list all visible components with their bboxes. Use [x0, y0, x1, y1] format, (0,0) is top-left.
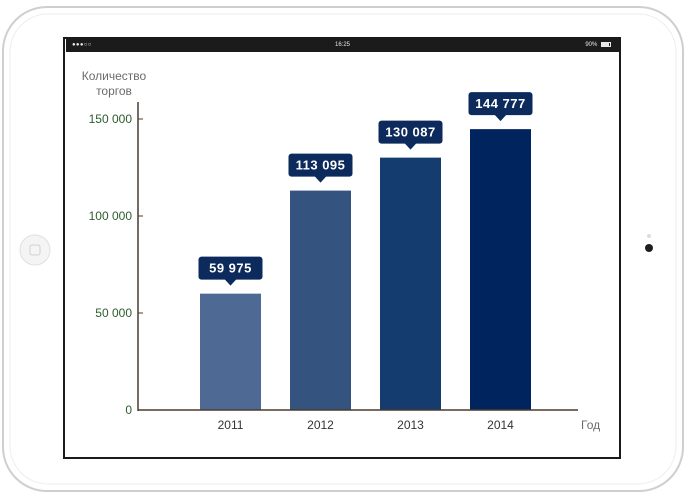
status-time: 16:25 [334, 42, 350, 48]
value-callout-pointer [494, 114, 507, 122]
bars [200, 129, 531, 410]
status-bar: ●●●○○ 16:25 90% [66, 39, 619, 52]
x-axis-ticks: 2011 2012 2013 2014 [218, 418, 515, 432]
x-tick-label: 2014 [487, 418, 514, 432]
data-label: 113 095 [296, 158, 346, 173]
y-tick-label: 0 [125, 403, 132, 417]
x-tick-label: 2011 [218, 418, 244, 432]
bar [380, 157, 441, 410]
y-axis-label-line: торгов [96, 84, 132, 98]
value-callout: 130 087 [378, 120, 443, 150]
data-label: 144 777 [475, 96, 526, 111]
bar [470, 129, 531, 410]
battery-status: 90% [585, 42, 611, 48]
data-labels: 59 975 113 095 130 087 144 777 [198, 92, 533, 286]
value-callout: 144 777 [468, 92, 533, 122]
value-callout: 113 095 [288, 153, 353, 183]
bar [290, 190, 351, 410]
value-callout-box [198, 256, 263, 280]
x-tick-label: 2013 [397, 418, 424, 432]
data-label: 59 975 [209, 261, 252, 276]
y-tick-label: 100 000 [89, 209, 133, 223]
bar [200, 293, 261, 410]
value-callout-box [288, 153, 353, 177]
value-callout: 59 975 [198, 256, 263, 286]
value-callout-pointer [224, 279, 237, 286]
battery-percent: 90% [585, 42, 598, 48]
data-label: 130 087 [385, 125, 436, 140]
y-axis-ticks: 0 50 000 100 000 150 000 [89, 112, 143, 417]
signal-icon: ●●●○○ [72, 42, 92, 48]
camera-icon [645, 244, 653, 252]
value-callout-box [378, 120, 443, 144]
battery-icon [601, 42, 611, 47]
value-callout-pointer [404, 143, 417, 150]
value-callout-pointer [314, 176, 327, 183]
y-tick-label: 150 000 [89, 112, 133, 126]
y-tick-label: 50 000 [95, 306, 132, 320]
home-button[interactable] [19, 234, 51, 266]
value-callout-box [468, 92, 533, 116]
x-tick-label: 2012 [307, 418, 334, 432]
y-axis-label-line: Количество [82, 69, 147, 83]
x-axis-label: Год [581, 418, 600, 432]
